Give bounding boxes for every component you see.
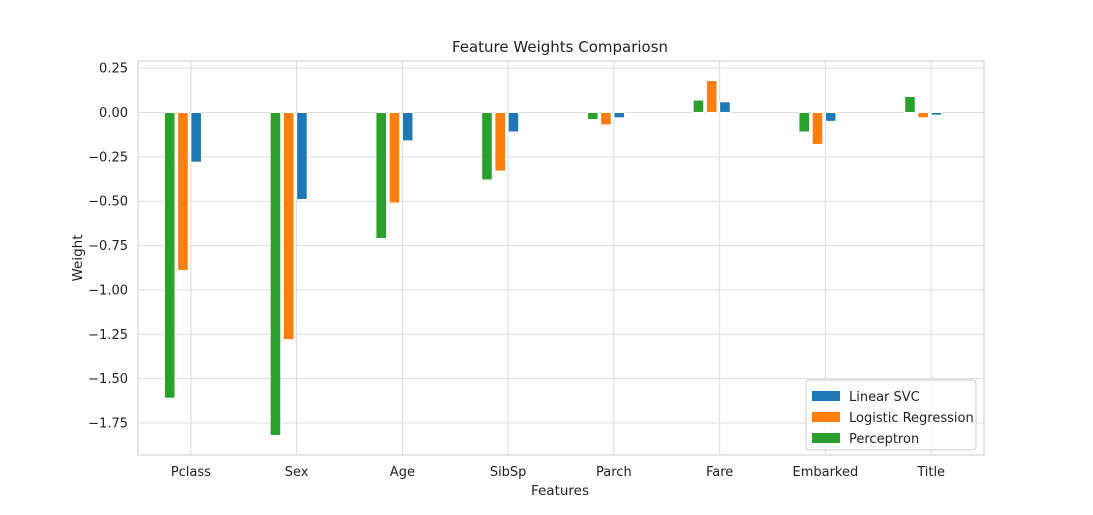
bar-linear-svc (190, 111, 202, 163)
y-tick-label: 0.00 (99, 106, 128, 121)
y-tick-label: −0.75 (88, 239, 128, 254)
legend-swatch (812, 391, 840, 401)
legend-entry-label: Perceptron (849, 432, 919, 447)
x-tick-label: Parch (596, 465, 632, 480)
y-tick-labels: 0.25 0.00 −0.25 −0.50 −0.75 −1.00 −1.25 −1.50 −1… (88, 62, 128, 432)
bar-logistic-regression (388, 111, 401, 204)
bar-logistic-regression (705, 80, 718, 113)
legend-box (805, 379, 977, 451)
x-tick-label: Title (916, 465, 945, 480)
x-tick-label: Fare (706, 465, 733, 480)
bar-linear-svc (824, 111, 837, 122)
bar-linear-svc (719, 101, 731, 113)
bar-linear-svc (930, 111, 943, 116)
bar-perceptron (904, 95, 916, 113)
bars-group (163, 80, 943, 436)
bar-perceptron (798, 111, 811, 133)
plot-frame (137, 60, 985, 456)
bar-logistic-regression (494, 111, 506, 172)
bar-perceptron (692, 99, 705, 113)
bar-logistic-regression (177, 111, 189, 271)
y-tick-label: 0.25 (99, 62, 128, 77)
legend: Linear SVC Logistic Regression Perceptron (805, 379, 977, 451)
y-tick-label: −1.75 (88, 417, 128, 432)
x-tick-label: SibSp (490, 465, 527, 480)
bar-perceptron (481, 111, 493, 181)
bar-perceptron (375, 111, 388, 239)
y-tick-label: −0.50 (88, 195, 128, 210)
y-tick-label: −1.50 (88, 372, 128, 387)
bar-logistic-regression (282, 111, 295, 341)
legend-swatch (812, 412, 840, 422)
x-tick-label: Embarked (792, 465, 858, 480)
x-tick-label: Age (390, 465, 415, 480)
legend-entry-label: Linear SVC (849, 390, 920, 405)
y-tick-label: −0.25 (88, 150, 128, 165)
x-tick-labels: Pclass Sex Age SibSp Parch Fare Embarked Title (171, 465, 945, 480)
y-tick-label: −1.25 (88, 328, 128, 343)
chart-title: Feature Weights Compariosn (452, 38, 668, 56)
bar-linear-svc (507, 111, 520, 133)
bar-perceptron (586, 111, 599, 121)
bar-linear-svc (613, 111, 625, 119)
x-tick-label: Pclass (171, 465, 211, 480)
bar-linear-svc (296, 111, 308, 200)
bar-linear-svc (401, 111, 414, 142)
bar-logistic-regression (917, 111, 929, 119)
bar-perceptron (269, 111, 282, 436)
bar-perceptron (163, 111, 176, 399)
bar-logistic-regression (811, 111, 824, 145)
legend-swatch (812, 433, 840, 443)
x-axis-label: Features (531, 483, 589, 499)
y-tick-label: −1.00 (88, 283, 128, 298)
x-tick-label: Sex (285, 465, 309, 480)
legend-entry-label: Logistic Regression (849, 411, 974, 426)
bar-logistic-regression (600, 111, 612, 126)
y-axis-label: Weight (70, 234, 86, 281)
